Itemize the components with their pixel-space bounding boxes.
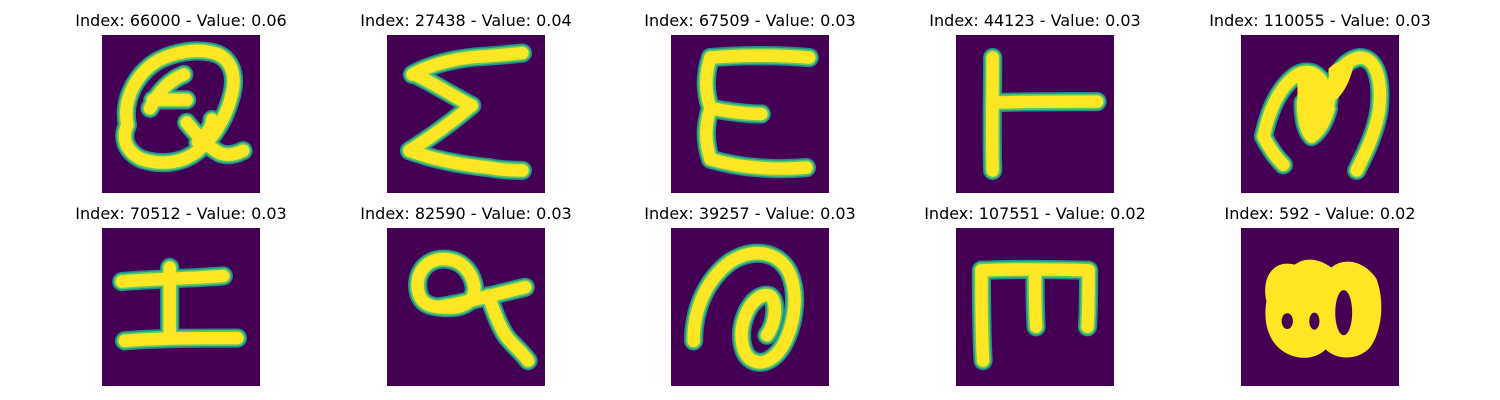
panel-title: Index: 592 - Value: 0.02 — [1224, 204, 1416, 223]
panel-title: Index: 27438 - Value: 0.04 — [360, 11, 572, 30]
handwritten-character-image — [387, 228, 545, 386]
digit-image-panel — [671, 35, 829, 193]
handwritten-character-image — [102, 35, 260, 193]
digit-image-panel — [956, 35, 1114, 193]
handwritten-character-image — [1241, 228, 1399, 386]
panel-title: Index: 70512 - Value: 0.03 — [75, 204, 287, 223]
handwritten-character-image — [387, 35, 545, 193]
panel-title: Index: 110055 - Value: 0.03 — [1209, 11, 1431, 30]
panel-title: Index: 66000 - Value: 0.06 — [75, 11, 287, 30]
handwritten-character-image — [956, 35, 1114, 193]
panel-title: Index: 107551 - Value: 0.02 — [924, 204, 1146, 223]
handwritten-character-image — [956, 228, 1114, 386]
panel-title: Index: 67509 - Value: 0.03 — [644, 11, 856, 30]
digit-image-panel — [387, 228, 545, 386]
panel-title: Index: 39257 - Value: 0.03 — [644, 204, 856, 223]
glyph-strokes — [683, 243, 805, 372]
handwritten-character-image — [102, 228, 260, 386]
panel-title: Index: 44123 - Value: 0.03 — [929, 11, 1141, 30]
glyph-strokes — [408, 249, 538, 371]
digit-image-panel — [1241, 228, 1399, 386]
glyph-strokes — [971, 259, 1099, 371]
panel-title: Index: 82590 - Value: 0.03 — [360, 204, 572, 223]
digit-image-panel — [956, 228, 1114, 386]
glyph-strokes — [112, 257, 248, 351]
glyph-strokes — [982, 47, 1107, 181]
handwritten-character-image — [1241, 35, 1399, 193]
handwritten-character-image — [671, 228, 829, 386]
glyph-strokes — [399, 43, 533, 181]
digit-image-panel — [102, 35, 260, 193]
digit-image-panel — [387, 35, 545, 193]
digit-image-panel — [1241, 35, 1399, 193]
glyph-strokes — [115, 41, 253, 173]
digit-image-panel — [671, 228, 829, 386]
digit-image-panel — [102, 228, 260, 386]
glyph-strokes — [696, 46, 819, 179]
handwritten-character-image — [671, 35, 829, 193]
